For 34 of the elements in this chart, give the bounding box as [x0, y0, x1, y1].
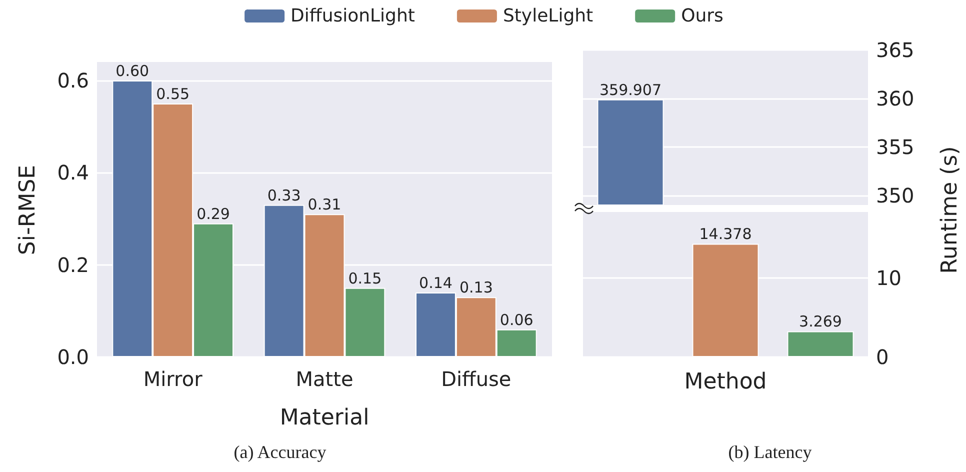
y-axis-title: Runtime (s) — [938, 146, 962, 274]
data-label: 3.269 — [799, 312, 842, 331]
data-label: 0.60 — [116, 62, 150, 80]
data-label: 0.31 — [308, 196, 342, 214]
y-tick-label: 0.2 — [57, 252, 89, 277]
y-tick-label: 350 — [876, 183, 914, 208]
x-tick-label: Mirror — [143, 367, 204, 391]
data-label: 14.378 — [699, 225, 752, 244]
x-axis-title: Method — [684, 370, 767, 394]
x-axis-title: Material — [280, 406, 370, 430]
y-tick-label: 355 — [876, 134, 914, 159]
y-tick-label: 10 — [876, 266, 902, 290]
data-label: 0.06 — [500, 310, 534, 329]
data-label: 359.907 — [599, 80, 662, 99]
y-tick-label: 0.6 — [57, 68, 89, 92]
data-label: 0.13 — [459, 278, 493, 297]
text: (b) Latency — [728, 442, 812, 462]
data-label: 0.14 — [419, 274, 452, 292]
y-axis-title: Si-RMSE — [16, 164, 40, 256]
text: (a) Accuracy — [234, 442, 326, 462]
data-label: 0.55 — [156, 84, 190, 103]
x-tick-label: Matte — [296, 367, 354, 391]
data-label: 0.29 — [196, 204, 230, 223]
y-tick-label: 0.4 — [57, 160, 89, 185]
y-tick-label: 360 — [876, 86, 914, 110]
x-tick-label: Diffuse — [441, 367, 512, 391]
y-tick-label: 365 — [876, 38, 914, 62]
legend-label: StyleLight — [502, 6, 594, 26]
data-label: 0.33 — [267, 186, 301, 204]
legend-label: Ours — [681, 6, 724, 26]
data-label: 0.15 — [348, 269, 382, 288]
legend-label: DiffusionLight — [290, 6, 415, 26]
y-tick-label: 0 — [876, 345, 889, 369]
y-tick-label: 0.0 — [57, 345, 89, 369]
